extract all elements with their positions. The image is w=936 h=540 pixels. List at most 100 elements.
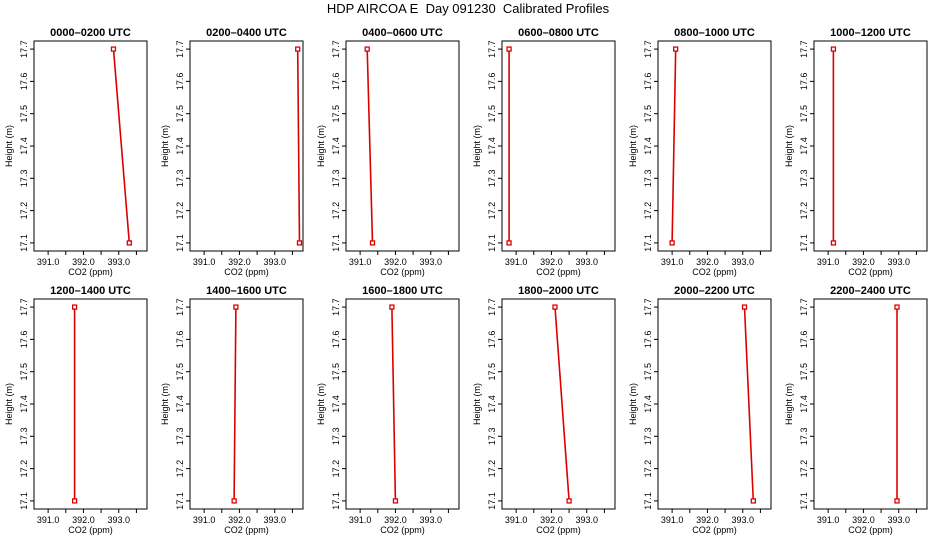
profile-line xyxy=(233,307,237,501)
y-tick-label: 17.3 xyxy=(19,170,29,188)
x-axis-label: CO2 (ppm) xyxy=(68,525,113,535)
data-point-marker xyxy=(750,498,756,504)
y-tick-label: 17.2 xyxy=(799,202,809,220)
data-point-marker xyxy=(392,498,399,504)
chart-title: 0000–0200 UTC xyxy=(50,27,131,39)
y-tick-label: 17.7 xyxy=(19,298,29,316)
x-tick-label: 392.0 xyxy=(540,257,563,267)
y-tick-label: 17.6 xyxy=(799,73,809,91)
y-tick-label: 17.6 xyxy=(487,73,497,91)
y-axis-label: Height (m) xyxy=(4,383,14,425)
x-tick-label: 391.0 xyxy=(349,257,372,267)
chart-title: 1400–1600 UTC xyxy=(206,285,287,297)
x-tick-label: 392.0 xyxy=(228,257,251,267)
y-tick-label: 17.5 xyxy=(19,105,29,123)
y-tick-label: 17.2 xyxy=(643,460,653,478)
y-axis-label: Height (m) xyxy=(160,125,170,167)
x-tick-label: 391.0 xyxy=(817,257,840,267)
y-tick-label: 17.7 xyxy=(799,40,809,58)
y-tick-label: 17.3 xyxy=(175,170,185,188)
chart-title: 0800–1000 UTC xyxy=(674,27,755,39)
y-tick-label: 17.7 xyxy=(643,298,653,316)
y-tick-label: 17.1 xyxy=(487,492,497,510)
y-tick-label: 17.4 xyxy=(643,395,653,413)
data-point-marker xyxy=(566,498,572,504)
y-tick-label: 17.2 xyxy=(175,202,185,220)
x-axis-label: CO2 (ppm) xyxy=(380,267,425,277)
y-tick-label: 17.6 xyxy=(175,331,185,349)
y-tick-label: 17.5 xyxy=(175,363,185,381)
y-tick-label: 17.6 xyxy=(487,331,497,349)
x-tick-label: 392.0 xyxy=(540,515,563,525)
y-tick-label: 17.2 xyxy=(487,460,497,478)
y-axis-label: Height (m) xyxy=(472,125,482,167)
y-tick-label: 17.4 xyxy=(175,137,185,155)
data-point-marker xyxy=(894,498,900,504)
y-tick-label: 17.2 xyxy=(175,460,185,478)
plot-frame xyxy=(189,298,304,510)
data-point-marker xyxy=(552,304,558,310)
y-tick-label: 17.1 xyxy=(331,234,341,252)
y-tick-label: 17.2 xyxy=(19,460,29,478)
x-tick-label: 393.0 xyxy=(887,515,910,525)
y-tick-label: 17.7 xyxy=(19,40,29,58)
plot-frame xyxy=(657,298,772,510)
y-tick-label: 17.5 xyxy=(19,363,29,381)
x-axis-label: CO2 (ppm) xyxy=(224,267,269,277)
y-tick-label: 17.5 xyxy=(487,105,497,123)
x-tick-label: 393.0 xyxy=(575,257,598,267)
y-tick-label: 17.4 xyxy=(643,137,653,155)
y-tick-label: 17.7 xyxy=(175,40,185,58)
y-tick-label: 17.1 xyxy=(799,492,809,510)
data-point-marker xyxy=(741,304,748,310)
y-tick-label: 17.4 xyxy=(175,395,185,413)
x-tick-label: 393.0 xyxy=(263,257,286,267)
y-tick-label: 17.1 xyxy=(175,492,185,510)
y-tick-label: 17.6 xyxy=(799,331,809,349)
y-tick-label: 17.6 xyxy=(643,73,653,91)
x-tick-label: 391.0 xyxy=(37,257,60,267)
y-axis-label: Height (m) xyxy=(628,383,638,425)
y-tick-label: 17.4 xyxy=(487,137,497,155)
chart-title: 0200–0400 UTC xyxy=(206,27,287,39)
x-axis-label: CO2 (ppm) xyxy=(224,525,269,535)
y-tick-label: 17.4 xyxy=(799,395,809,413)
y-axis-label: Height (m) xyxy=(316,125,326,167)
profile-line xyxy=(366,49,374,243)
profile-line xyxy=(743,307,755,501)
profile-line xyxy=(554,307,570,501)
y-tick-label: 17.5 xyxy=(643,363,653,381)
x-tick-label: 392.0 xyxy=(384,257,407,267)
data-point-marker xyxy=(71,304,78,310)
data-point-marker xyxy=(673,46,679,52)
x-tick-label: 391.0 xyxy=(349,515,372,525)
x-tick-label: 391.0 xyxy=(193,515,216,525)
x-tick-label: 393.0 xyxy=(731,257,754,267)
x-tick-label: 391.0 xyxy=(817,515,840,525)
x-tick-label: 393.0 xyxy=(731,515,754,525)
data-point-marker xyxy=(295,46,301,52)
plot-frame xyxy=(189,40,304,252)
y-tick-label: 17.1 xyxy=(19,234,29,252)
y-tick-label: 17.4 xyxy=(331,395,341,413)
x-tick-label: 392.0 xyxy=(696,515,719,525)
x-axis-label: CO2 (ppm) xyxy=(692,525,737,535)
x-tick-label: 391.0 xyxy=(661,257,684,267)
y-tick-label: 17.1 xyxy=(643,234,653,252)
y-tick-label: 17.2 xyxy=(331,460,341,478)
y-tick-label: 17.4 xyxy=(19,137,29,155)
y-tick-label: 17.4 xyxy=(331,137,341,155)
chart-title: 2200–2400 UTC xyxy=(830,285,911,297)
y-tick-label: 17.7 xyxy=(331,298,341,316)
x-tick-label: 391.0 xyxy=(661,515,684,525)
y-axis-label: Height (m) xyxy=(160,383,170,425)
y-tick-label: 17.1 xyxy=(643,492,653,510)
data-point-marker xyxy=(231,498,237,504)
x-tick-label: 393.0 xyxy=(107,257,130,267)
y-tick-label: 17.3 xyxy=(643,170,653,188)
y-tick-label: 17.7 xyxy=(487,298,497,316)
